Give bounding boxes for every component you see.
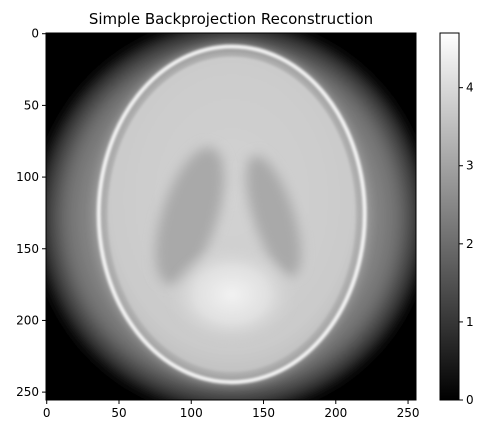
- skull-ellipse: [96, 44, 367, 385]
- colorbar-tick-label: 2: [466, 237, 474, 251]
- y-tick-label: 50: [24, 98, 39, 112]
- x-tick-label: 250: [397, 406, 420, 420]
- colorbar-tick-label: 4: [466, 81, 474, 95]
- right-ventricle: [246, 155, 302, 277]
- y-axis: 0 50 100 150 200 250: [16, 27, 46, 399]
- x-tick-label: 50: [111, 406, 126, 420]
- y-tick-label: 200: [16, 313, 39, 327]
- colorbar: [439, 32, 460, 401]
- colorbar-axis: 0 1 2 3 4: [459, 81, 474, 407]
- y-tick-label: 250: [16, 385, 39, 399]
- plot-frame: [45, 32, 417, 401]
- colorbar-tick-label: 0: [466, 393, 474, 407]
- y-tick-label: 0: [31, 27, 39, 41]
- bright-region: [166, 244, 297, 345]
- chart-title: Simple Backprojection Reconstruction: [89, 10, 373, 28]
- y-tick-label: 150: [16, 242, 39, 256]
- colorbar-tick-label: 3: [466, 159, 474, 173]
- x-axis: 0 50 100 150 200 250: [43, 400, 420, 420]
- x-tick-label: 0: [43, 406, 51, 420]
- x-tick-label: 100: [180, 406, 203, 420]
- x-tick-label: 200: [324, 406, 347, 420]
- y-tick-label: 100: [16, 170, 39, 184]
- x-tick-label: 150: [252, 406, 275, 420]
- left-ventricle: [155, 147, 225, 285]
- heatmap-image: [46, 33, 416, 400]
- colorbar-tick-label: 1: [466, 315, 474, 329]
